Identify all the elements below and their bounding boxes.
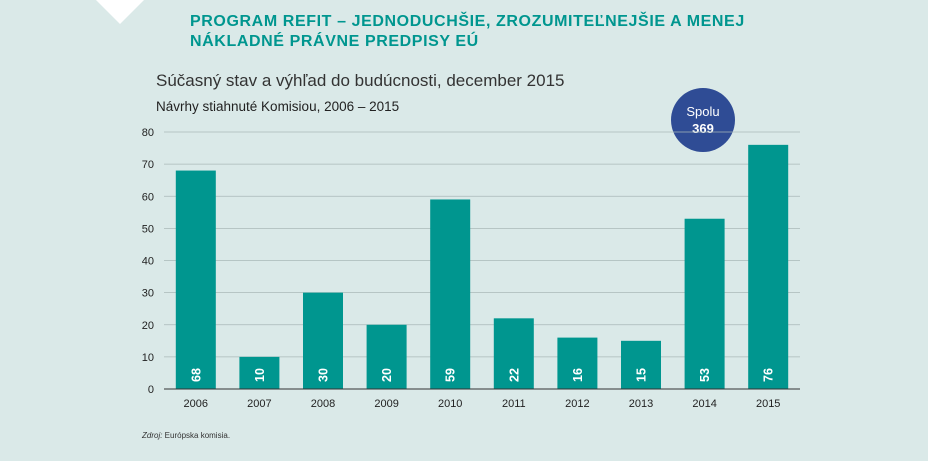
x-tick-label: 2014	[692, 398, 716, 410]
bar-value-label: 20	[380, 368, 394, 382]
bar-value-label: 10	[253, 368, 267, 382]
bar	[430, 199, 471, 389]
total-badge: Spolu 369	[671, 88, 735, 152]
corner-notch	[96, 0, 144, 24]
bar	[239, 356, 280, 389]
bar	[748, 144, 789, 389]
source-text: Európska komisia.	[162, 431, 231, 440]
x-tick-label: 2011	[502, 398, 526, 410]
x-tick-label: 2012	[565, 398, 589, 410]
bar-value-label: 30	[317, 368, 331, 382]
y-tick-label: 80	[142, 127, 154, 139]
bar-value-label: 15	[635, 368, 649, 382]
grid-lines	[164, 131, 800, 358]
y-tick-label: 40	[142, 256, 154, 268]
bar	[175, 170, 216, 389]
y-tick-label: 0	[148, 384, 154, 396]
bar-value-label: 68	[189, 368, 203, 382]
total-badge-label: Spolu	[686, 104, 720, 119]
chart-title: Súčasný stav a výhľad do budúcnosti, dec…	[156, 71, 565, 90]
bar	[493, 318, 534, 389]
bar-value-label: 22	[507, 368, 521, 382]
bar-value-label: 53	[698, 368, 712, 382]
bar-value-label: 16	[571, 368, 585, 382]
x-tick-label: 2006	[184, 398, 208, 410]
y-axis-ticks: 0 10 20 30 40 50 60 70 80	[142, 127, 154, 396]
y-tick-label: 10	[142, 352, 154, 364]
x-tick-label: 2007	[247, 398, 271, 410]
source-note: Zdroj: Európska komisia.	[142, 431, 230, 440]
bars: 68 10 30 20 59 22 16 15 53 76	[175, 144, 789, 389]
heading-line-2: NÁKLADNÉ PRÁVNE PREDPISY EÚ	[190, 33, 479, 50]
bar	[557, 337, 598, 389]
y-tick-label: 70	[142, 159, 154, 171]
bar	[684, 218, 725, 389]
y-tick-label: 20	[142, 320, 154, 332]
y-tick-label: 30	[142, 288, 154, 300]
x-axis-ticks: 2006 2007 2008 2009 2010 2011 2012 2013 2014 2015	[184, 398, 781, 410]
bar	[621, 340, 661, 389]
chart-subtitle: Návrhy stiahnuté Komisiou, 2006 – 2015	[156, 99, 400, 114]
bar-value-label: 76	[762, 368, 776, 382]
heading-line-1: PROGRAM REFIT – JEDNODUCHŠIE, ZROZUMITEĽ…	[190, 13, 745, 30]
source-label: Zdroj:	[142, 431, 163, 440]
x-tick-label: 2015	[756, 398, 780, 410]
x-tick-label: 2013	[629, 398, 653, 410]
bar	[303, 292, 343, 389]
bar	[366, 324, 407, 389]
x-tick-label: 2009	[374, 398, 398, 410]
x-tick-label: 2008	[311, 398, 335, 410]
bar-value-label: 59	[444, 368, 458, 382]
y-tick-label: 50	[142, 223, 154, 235]
y-tick-label: 60	[142, 191, 154, 203]
x-tick-label: 2010	[438, 398, 462, 410]
page-heading: PROGRAM REFIT – JEDNODUCHŠIE, ZROZUMITEĽ…	[190, 12, 745, 52]
